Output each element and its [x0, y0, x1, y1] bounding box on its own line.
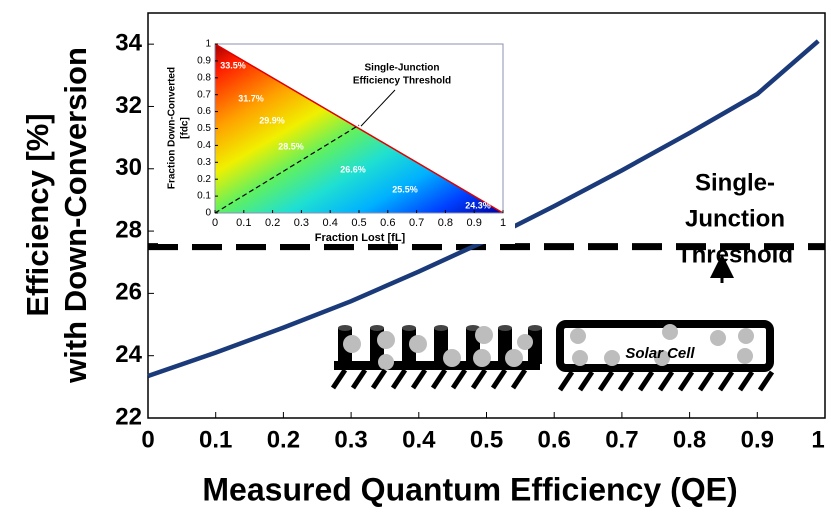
x-tick-label: 0.1: [199, 426, 232, 453]
base: [334, 361, 540, 370]
y-tick-label: 30: [115, 154, 142, 181]
y-tick-label: 0.7: [197, 89, 211, 100]
y-tick-label: 0.5: [197, 123, 211, 134]
contour-label: 25.5%: [392, 184, 418, 194]
y-tick-label: 1: [205, 39, 211, 50]
contour-label: 26.6%: [340, 164, 366, 174]
y-axis-label: [fdc]: [180, 117, 191, 139]
y-tick-label: 0: [205, 208, 211, 219]
threshold-label: Efficiency Threshold: [353, 76, 451, 87]
threshold-label: Threshold: [677, 241, 793, 268]
threshold-label: Single-Junction: [365, 63, 440, 74]
x-tick-label: 0.3: [334, 426, 367, 453]
diagram-label: Solar Cell: [625, 345, 695, 362]
cell-particles: [570, 324, 754, 366]
contour-label: 33.5%: [220, 60, 246, 70]
x-tick-label: 0: [212, 217, 218, 229]
x-tick-label: 0.2: [267, 426, 300, 453]
threshold-label: Junction: [685, 205, 785, 232]
y-tick-label: 34: [115, 29, 142, 56]
x-tick-label: 0.2: [265, 217, 280, 229]
y-axis-label: Efficiency [%]: [20, 113, 55, 316]
efficiency-boundary: [214, 43, 504, 214]
y-tick-label: 24: [115, 341, 142, 368]
solar-cell-diagram: Solar Cell: [330, 320, 775, 392]
contour-label: 29.9%: [259, 115, 285, 125]
y-tick-label: 0.4: [197, 140, 211, 151]
x-tick-label: 0: [141, 426, 154, 453]
contour-label: 24.3%: [465, 200, 491, 210]
x-tick-label: 0.4: [323, 217, 338, 229]
x-tick-label: 0.6: [538, 426, 571, 453]
x-tick-label: 0.1: [236, 217, 251, 229]
y-tick-label: 0.8: [197, 72, 211, 83]
threshold-dashed: [214, 124, 360, 214]
contour-label: 31.7%: [238, 93, 264, 103]
x-tick-label: 1: [500, 217, 506, 229]
x-tick-label: 0.8: [673, 426, 706, 453]
x-tick-label: 0.5: [351, 217, 366, 229]
hatches: [330, 368, 775, 392]
threshold-label: Single-: [695, 169, 775, 196]
x-tick-label: 0.9: [467, 217, 482, 229]
x-axis-label: Measured Quantum Efficiency (QE): [202, 471, 737, 507]
x-axis-label: Fraction Lost [fL]: [315, 232, 406, 244]
x-tick-label: 1: [811, 426, 824, 453]
x-tick-label: 0.7: [605, 426, 638, 453]
x-tick-label: 0.5: [470, 426, 503, 453]
y-tick-label: 0.6: [197, 106, 211, 117]
x-tick-label: 0.8: [438, 217, 453, 229]
y-axis-label: with Down-Conversion: [58, 47, 93, 384]
cell-box: [556, 320, 774, 372]
x-tick-label: 0.3: [294, 217, 309, 229]
x-tick-label: 0.6: [380, 217, 395, 229]
y-tick-label: 22: [115, 403, 142, 430]
y-tick-label: 0.1: [197, 191, 211, 202]
y-tick-label: 26: [115, 279, 142, 306]
x-tick-label: 0.9: [741, 426, 774, 453]
threshold-pointer: [360, 89, 396, 127]
y-tick-label: 32: [115, 92, 142, 119]
y-tick-label: 0.2: [197, 174, 211, 185]
x-tick-label: 0.4: [402, 426, 436, 453]
particles: [343, 326, 533, 370]
contour-label: 28.5%: [278, 141, 304, 151]
y-tick-label: 0.9: [197, 56, 211, 67]
x-tick-label: 0.7: [409, 217, 424, 229]
y-axis-label: Fraction Down-Converted: [167, 67, 178, 189]
inset-chart: 0 0.1 0.2 0.3 0.4 0.5 0.6 0.7 0.8 0.9 1 0 0.1 0.2 0.3 0…: [158, 34, 515, 244]
y-tick-label: 28: [115, 216, 142, 243]
y-tick-label: 0.3: [197, 157, 211, 168]
